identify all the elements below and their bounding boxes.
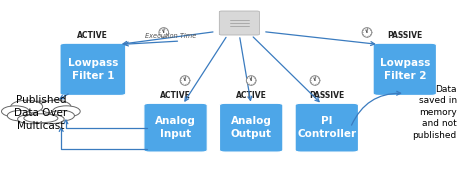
Ellipse shape xyxy=(49,110,74,121)
Ellipse shape xyxy=(7,110,33,121)
Ellipse shape xyxy=(39,100,71,113)
Text: PASSIVE: PASSIVE xyxy=(387,31,422,40)
Ellipse shape xyxy=(18,115,45,124)
Text: Data
saved in
memory
and not
published: Data saved in memory and not published xyxy=(412,85,457,140)
Ellipse shape xyxy=(180,76,190,85)
Text: ACTIVE: ACTIVE xyxy=(77,31,108,40)
FancyBboxPatch shape xyxy=(60,43,126,95)
Ellipse shape xyxy=(1,106,29,117)
Text: ACTIVE: ACTIVE xyxy=(236,92,266,101)
Text: PI
Controller: PI Controller xyxy=(297,116,356,139)
FancyBboxPatch shape xyxy=(295,103,358,152)
Ellipse shape xyxy=(310,76,320,85)
Ellipse shape xyxy=(159,28,169,37)
FancyBboxPatch shape xyxy=(373,43,437,95)
Ellipse shape xyxy=(11,100,43,113)
Text: Lowpass
Filter 1: Lowpass Filter 1 xyxy=(68,58,118,81)
Text: Published
Data Over
Multicast: Published Data Over Multicast xyxy=(14,95,67,131)
Text: Lowpass
Filter 2: Lowpass Filter 2 xyxy=(380,58,430,81)
Ellipse shape xyxy=(53,106,80,117)
Ellipse shape xyxy=(23,101,59,117)
FancyBboxPatch shape xyxy=(144,103,207,152)
Ellipse shape xyxy=(362,28,372,37)
Ellipse shape xyxy=(246,76,256,85)
FancyBboxPatch shape xyxy=(219,11,259,35)
Text: Analog
Output: Analog Output xyxy=(231,116,272,139)
Ellipse shape xyxy=(36,115,64,124)
Text: ACTIVE: ACTIVE xyxy=(160,92,191,101)
Text: PASSIVE: PASSIVE xyxy=(309,92,345,101)
Text: Analog
Input: Analog Input xyxy=(155,116,196,139)
Ellipse shape xyxy=(24,114,58,123)
FancyBboxPatch shape xyxy=(219,103,283,152)
Text: Execution Time: Execution Time xyxy=(145,33,197,39)
